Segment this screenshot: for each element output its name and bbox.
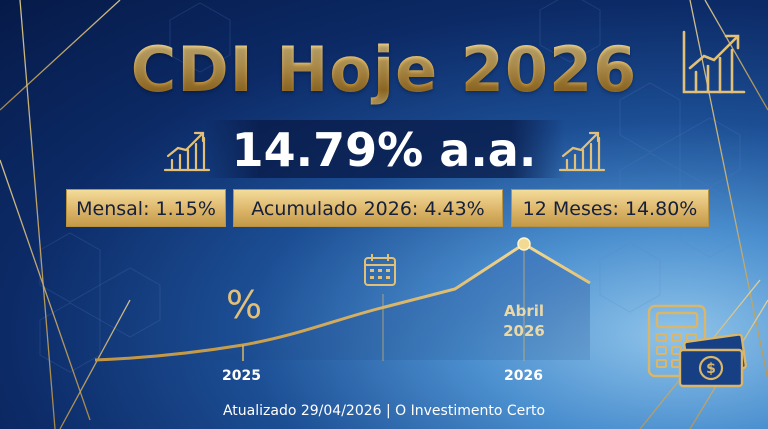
money-icon: $: [678, 334, 747, 388]
rate-band: [205, 120, 565, 178]
chart-growth-icon: [682, 30, 746, 94]
chart-growth-icon: [163, 131, 211, 172]
peak-label-year: 2026: [503, 322, 545, 340]
acumulado-badge: Acumulado 2026: 4.43%: [233, 189, 503, 227]
x-tick-label: 2026: [504, 368, 543, 384]
svg-text:$: $: [706, 361, 716, 377]
x-tick-label: 2025: [222, 368, 261, 384]
doze-meses-badge: 12 Meses: 14.80%: [511, 189, 709, 227]
mensal-badge: Mensal: 1.15%: [66, 189, 226, 227]
page-title: CDI Hoje 2026: [0, 30, 768, 110]
percent-symbol: %: [226, 283, 263, 327]
calendar-icon: [364, 254, 396, 286]
chart-growth-icon: [558, 131, 606, 172]
peak-label-month: Abril: [503, 302, 545, 320]
cdi-rate: 14.79% a.a.: [231, 123, 537, 177]
footer-text: Atualizado 29/04/2026 | O Investimento C…: [222, 403, 546, 419]
peak-label: Abril 2026: [492, 301, 556, 341]
